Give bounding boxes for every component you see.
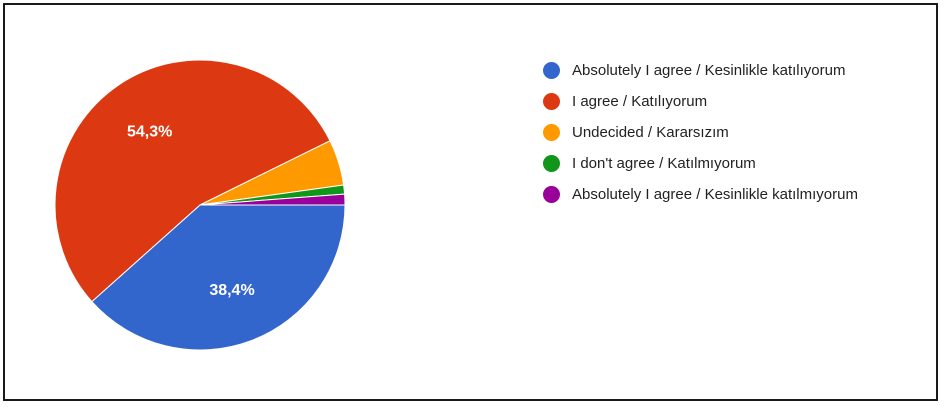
pie-slice-agree[interactable]: [54, 59, 331, 303]
legend-item-absolutely-disagree[interactable]: Absolutely I agree / Kesinlikle katılmıy…: [543, 184, 863, 206]
pie-slices: [54, 59, 346, 351]
legend-label: Undecided / Kararsızım: [572, 124, 729, 141]
legend-swatch-icon: [543, 93, 560, 110]
legend-label: I agree / Katılıyorum: [572, 93, 708, 110]
legend-swatch-icon: [543, 186, 560, 203]
legend-swatch-icon: [543, 124, 560, 141]
legend-label: Absolutely I agree / Kesinlikle katılıyo…: [572, 62, 846, 79]
legend-label: Absolutely I agree / Kesinlikle katılmıy…: [572, 186, 858, 203]
legend-item-dont-agree[interactable]: I don't agree / Katılmıyorum: [543, 153, 863, 175]
legend-item-undecided[interactable]: Undecided / Kararsızım: [543, 122, 863, 144]
legend-swatch-icon: [543, 155, 560, 172]
pie-slice-absolutely-agree[interactable]: [91, 204, 346, 351]
legend-item-absolutely-agree[interactable]: Absolutely I agree / Kesinlikle katılıyo…: [543, 60, 863, 82]
pie-slice-absolutely-disagree[interactable]: [199, 193, 346, 206]
legend-item-agree[interactable]: I agree / Katılıyorum: [543, 91, 863, 113]
pie-slice-labels: 38,4% 54,3%: [127, 124, 255, 300]
legend: Absolutely I agree / Kesinlikle katılıyo…: [543, 60, 863, 215]
pie-slice-label-agree: 54,3%: [127, 124, 172, 141]
legend-label: I don't agree / Katılmıyorum: [572, 155, 756, 172]
legend-swatch-icon: [543, 62, 560, 79]
pie-slice-label-absolutely-agree: 38,4%: [209, 282, 254, 299]
